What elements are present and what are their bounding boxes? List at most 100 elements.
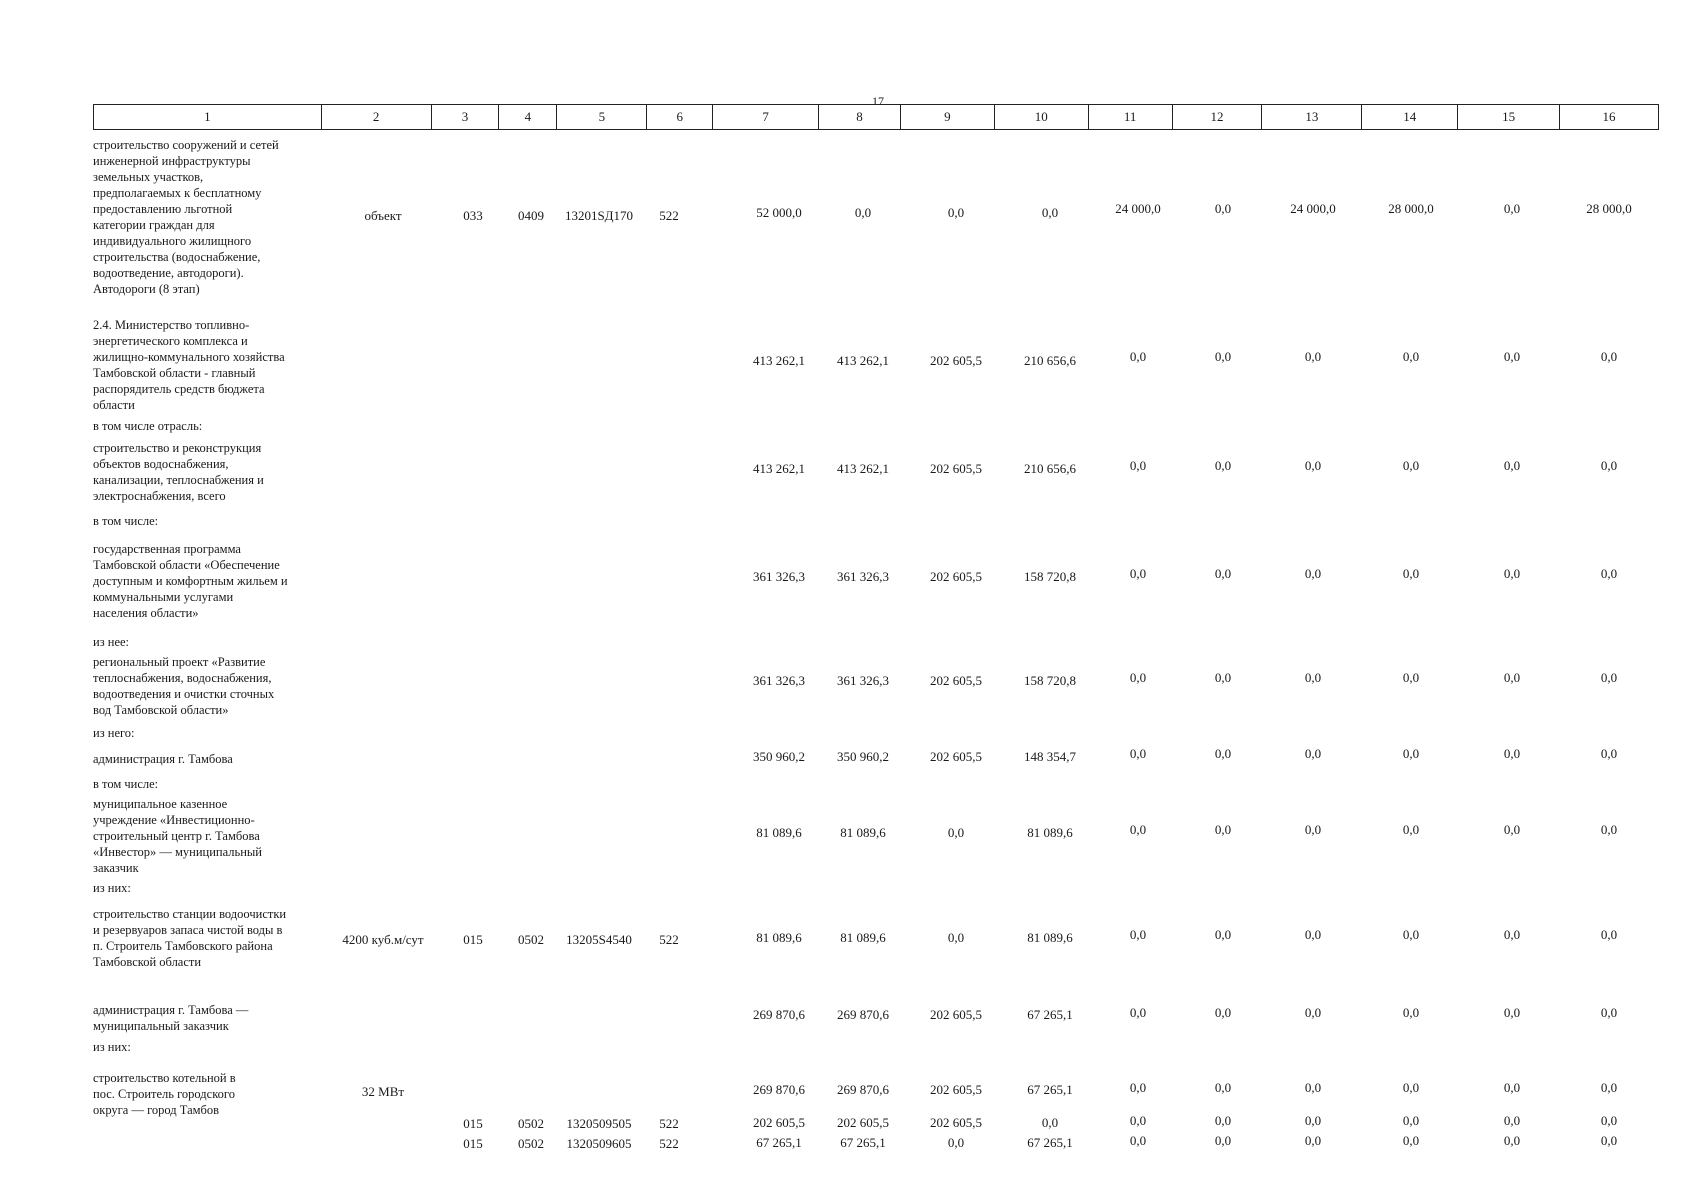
value-cell: 202 605,5: [930, 569, 982, 584]
value-cell: 0,0: [1402, 566, 1420, 581]
value-cell: 0,0: [1402, 349, 1420, 364]
value-cell: 0,0: [1214, 1133, 1232, 1148]
code-cell: 033: [463, 208, 483, 223]
value-cell: 0,0: [1600, 349, 1618, 364]
value-cell: 0,0: [1304, 1133, 1322, 1148]
value-cell: 0,0: [1304, 1005, 1322, 1020]
value-cell: 0,0: [1214, 566, 1232, 581]
column-header: 1: [94, 105, 322, 129]
value-cell: 350 960,2: [753, 749, 805, 764]
column-header: 8: [819, 105, 901, 129]
unit-cell: объект: [364, 208, 402, 223]
value-cell: 413 262,1: [837, 353, 889, 368]
value-cell: 0,0: [1304, 746, 1322, 761]
value-cell: 0,0: [1129, 1133, 1147, 1148]
value-cell: 0,0: [1402, 1005, 1420, 1020]
row-description: администрация г. Тамбова: [93, 752, 233, 766]
subheading: в том числе:: [93, 514, 159, 528]
column-header: 14: [1362, 105, 1459, 129]
value-cell: 0,0: [947, 1135, 965, 1150]
code-cell: 015: [463, 1116, 483, 1131]
row-description: 2.4. Министерство топливно- энергетическ…: [93, 318, 285, 412]
code-cell: 522: [659, 1116, 679, 1131]
value-cell: 67 265,1: [756, 1135, 802, 1150]
value-cell: 210 656,6: [1024, 353, 1076, 368]
column-header: 4: [499, 105, 558, 129]
unit-cell: 4200 куб.м/сут: [342, 932, 424, 947]
value-cell: 81 089,6: [1027, 825, 1073, 840]
column-header: 5: [557, 105, 648, 129]
value-cell: 0,0: [1129, 1113, 1147, 1128]
value-cell: 0,0: [1041, 205, 1059, 220]
value-cell: 202 605,5: [753, 1115, 805, 1130]
value-cell: 0,0: [1304, 670, 1322, 685]
column-header: 12: [1173, 105, 1263, 129]
code-cell: 015: [463, 932, 483, 947]
value-cell: 202 605,5: [930, 353, 982, 368]
unit-cell: 32 МВт: [361, 1084, 405, 1099]
row-description: государственная программа Тамбовской обл…: [93, 542, 288, 620]
value-cell: 202 605,5: [930, 749, 982, 764]
value-cell: 0,0: [1600, 746, 1618, 761]
value-cell: 269 870,6: [837, 1007, 889, 1022]
table-header: 1 2 3 4 5 6 7 8 9 10 11 12 13 14 15 16: [93, 104, 1659, 130]
value-cell: 361 326,3: [837, 569, 889, 584]
value-cell: 0,0: [854, 205, 872, 220]
value-cell: 0,0: [1600, 670, 1618, 685]
value-cell: 0,0: [1129, 1080, 1147, 1095]
code-cell: 0502: [518, 932, 544, 947]
column-header: 6: [647, 105, 714, 129]
value-cell: 0,0: [947, 930, 965, 945]
value-cell: 202 605,5: [930, 673, 982, 688]
value-cell: 0,0: [1402, 927, 1420, 942]
subheading: из них:: [93, 1040, 131, 1054]
value-cell: 81 089,6: [756, 825, 802, 840]
subheading: в том числе отрасль:: [93, 419, 203, 433]
column-header: 16: [1602, 109, 1616, 124]
value-cell: 158 720,8: [1024, 673, 1076, 688]
value-cell: 28 000,0: [1388, 201, 1434, 216]
value-cell: 0,0: [1129, 458, 1147, 473]
column-header: 9: [901, 105, 995, 129]
column-header: 3: [432, 105, 500, 129]
value-cell: 0,0: [947, 825, 965, 840]
value-cell: 202 605,5: [930, 1115, 982, 1130]
value-cell: 0,0: [1214, 201, 1232, 216]
value-cell: 0,0: [1129, 927, 1147, 942]
value-cell: 0,0: [1214, 458, 1232, 473]
column-header: 7: [713, 105, 820, 129]
value-cell: 0,0: [1503, 927, 1521, 942]
code-cell: 015: [463, 1136, 483, 1151]
value-cell: 0,0: [1503, 1113, 1521, 1128]
row-description: региональный проект «Развитие теплоснабж…: [93, 655, 275, 717]
value-cell: 0,0: [1304, 927, 1322, 942]
value-cell: 0,0: [1304, 822, 1322, 837]
value-cell: 202 605,5: [930, 461, 982, 476]
row-description: строительство и реконструкция объектов в…: [93, 441, 264, 503]
value-cell: 0,0: [1503, 349, 1521, 364]
value-cell: 0,0: [1214, 349, 1232, 364]
code-cell: 13201SД170: [564, 208, 634, 223]
value-cell: 0,0: [1129, 746, 1147, 761]
value-cell: 0,0: [1503, 566, 1521, 581]
row-description: строительство сооружений и сетей инженер…: [93, 138, 279, 296]
value-cell: 413 262,1: [837, 461, 889, 476]
value-cell: 24 000,0: [1290, 201, 1336, 216]
value-cell: 202 605,5: [930, 1007, 982, 1022]
value-cell: 202 605,5: [930, 1082, 982, 1097]
value-cell: 0,0: [1129, 566, 1147, 581]
row-description: муниципальное казенное учреждение «Инвес…: [93, 797, 262, 875]
value-cell: 0,0: [1503, 1080, 1521, 1095]
value-cell: 0,0: [1402, 458, 1420, 473]
value-cell: 202 605,5: [837, 1115, 889, 1130]
value-cell: 148 354,7: [1024, 749, 1076, 764]
value-cell: 0,0: [1600, 1113, 1618, 1128]
value-cell: 0,0: [1214, 1080, 1232, 1095]
subheading: из него:: [93, 726, 135, 740]
value-cell: 0,0: [947, 205, 965, 220]
value-cell: 28 000,0: [1586, 201, 1632, 216]
value-cell: 0,0: [1214, 927, 1232, 942]
value-cell: 269 870,6: [753, 1082, 805, 1097]
code-cell: 13205S4540: [566, 932, 632, 947]
code-cell: 522: [659, 932, 679, 947]
